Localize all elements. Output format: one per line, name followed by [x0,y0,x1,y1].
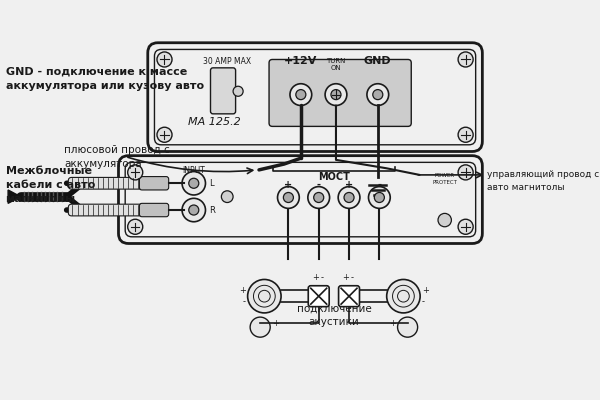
Text: +: + [239,286,246,295]
Circle shape [128,219,143,234]
Circle shape [157,127,172,142]
Text: +: + [312,273,319,282]
Circle shape [374,192,385,202]
Circle shape [458,127,473,142]
Text: подключение
акустики: подключение акустики [296,304,371,328]
Circle shape [157,52,172,67]
FancyBboxPatch shape [308,286,329,307]
FancyBboxPatch shape [139,176,169,190]
Circle shape [373,90,383,100]
Text: GND - подключение к массе
аккумулятора или кузову авто: GND - подключение к массе аккумулятора и… [5,67,203,91]
Circle shape [367,84,389,106]
Circle shape [314,192,324,202]
FancyBboxPatch shape [118,156,482,244]
Circle shape [296,90,306,100]
FancyBboxPatch shape [125,162,476,237]
FancyBboxPatch shape [211,68,236,114]
Text: +: + [389,319,396,328]
Text: МА 125.2: МА 125.2 [188,117,241,127]
FancyBboxPatch shape [154,50,476,145]
FancyBboxPatch shape [269,60,411,126]
Circle shape [283,192,293,202]
Circle shape [248,280,281,313]
Circle shape [182,172,205,195]
Circle shape [308,187,329,208]
Circle shape [398,317,418,337]
Circle shape [182,198,205,222]
Text: -: - [351,273,354,282]
Circle shape [458,219,473,234]
Text: +: + [345,180,353,190]
Text: управляющий провод с
авто магнитолы: управляющий провод с авто магнитолы [487,170,599,192]
Circle shape [344,192,354,202]
Circle shape [331,90,341,100]
Circle shape [221,191,233,202]
Text: GND: GND [364,56,392,66]
Circle shape [338,187,360,208]
Text: -: - [243,298,246,306]
Circle shape [189,205,199,215]
Text: +: + [272,319,279,328]
FancyBboxPatch shape [338,286,359,307]
FancyBboxPatch shape [148,43,482,152]
FancyBboxPatch shape [139,203,169,217]
Circle shape [386,280,420,313]
Polygon shape [8,190,20,203]
Text: МОСТ: МОСТ [318,172,350,182]
Text: +: + [422,286,428,295]
Text: -: - [320,273,323,282]
Circle shape [290,84,312,106]
Text: 30 AMP MAX: 30 AMP MAX [203,57,251,66]
Circle shape [325,84,347,106]
Text: TURN
ON: TURN ON [326,58,346,71]
Circle shape [250,317,270,337]
FancyBboxPatch shape [68,178,143,189]
Circle shape [458,165,473,180]
Text: +: + [342,273,349,282]
Circle shape [278,187,299,208]
Text: INPUT: INPUT [182,166,205,175]
Circle shape [368,187,390,208]
Circle shape [128,165,143,180]
Circle shape [438,213,451,227]
Text: L: L [209,179,214,188]
Text: -: - [317,180,321,190]
Text: +: + [284,180,292,190]
Text: -: - [422,298,425,306]
Text: +12V: +12V [284,56,317,66]
FancyBboxPatch shape [68,204,143,216]
Text: -: - [377,180,382,190]
Circle shape [189,178,199,188]
Text: плюсовой провод с
аккумулятора: плюсовой провод с аккумулятора [64,144,170,168]
Text: POWER
PROTECT: POWER PROTECT [432,174,457,185]
Circle shape [233,86,243,96]
Circle shape [458,52,473,67]
Text: Межблочные
кабели с авто
магнитолы: Межблочные кабели с авто магнитолы [5,166,95,204]
Text: R: R [209,206,215,214]
